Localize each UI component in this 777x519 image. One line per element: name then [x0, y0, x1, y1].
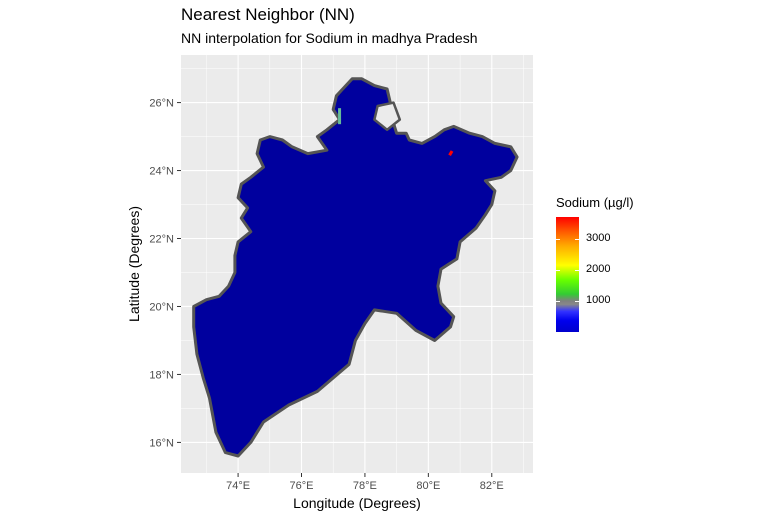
map-subtitle: NN interpolation for Sodium in madhya Pr… — [181, 30, 478, 46]
region-gap — [373, 101, 402, 132]
x-axis-title: Longitude (Degrees) — [293, 495, 421, 511]
legend-label: 3000 — [586, 231, 611, 244]
legend-label: 1000 — [586, 293, 611, 306]
legend-label: 2000 — [586, 262, 611, 275]
legend-title: Sodium (µg/l) — [556, 195, 634, 210]
y-tick-label: 18°N — [149, 369, 174, 381]
x-tick-label: 80°E — [416, 480, 440, 492]
x-tick-label: 78°E — [353, 480, 377, 492]
region-layer — [192, 77, 519, 458]
x-tick-label: 74°E — [226, 480, 250, 492]
legend-tick — [556, 300, 579, 302]
hotspot-red — [448, 150, 454, 157]
x-tick-label: 76°E — [290, 480, 314, 492]
legend-tick — [556, 238, 579, 240]
legend-tick — [556, 269, 579, 271]
y-axis-title: Latitude (Degrees) — [126, 206, 142, 322]
x-tick-label: 82°E — [480, 480, 504, 492]
legend-colorbar — [556, 217, 579, 332]
x-axis-ticks: 74°E 76°E 78°E 80°E 82°E — [226, 473, 504, 492]
y-tick-label: 26°N — [149, 98, 174, 110]
y-tick-label: 16°N — [149, 437, 174, 449]
hotspot-teal — [338, 108, 342, 125]
y-tick-label: 22°N — [149, 234, 174, 246]
map-title: Nearest Neighbor (NN) — [181, 5, 355, 24]
y-tick-label: 24°N — [149, 166, 174, 178]
y-axis-ticks: 16°N 18°N 20°N 22°N 24°N 26°N — [149, 98, 181, 449]
y-tick-label: 20°N — [149, 301, 174, 313]
